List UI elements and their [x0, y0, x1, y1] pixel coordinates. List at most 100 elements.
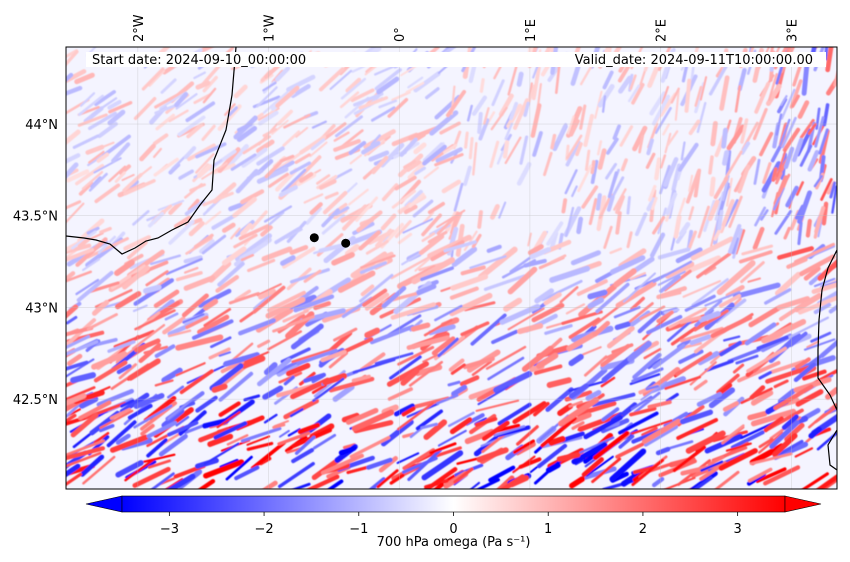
field-streak [409, 396, 450, 410]
field-streak [327, 479, 344, 489]
field-streak [109, 434, 149, 453]
field-streak [774, 271, 802, 297]
field-streak [825, 47, 834, 73]
field-streak [575, 401, 617, 417]
field-streak [629, 272, 647, 281]
field-streak [193, 71, 206, 80]
field-streak [386, 361, 429, 387]
field-streak [476, 447, 509, 463]
field-streak [77, 113, 108, 127]
field-streak [152, 133, 169, 146]
field-streak [198, 239, 215, 254]
field-streak [672, 445, 706, 472]
field-streak [167, 385, 185, 399]
field-streak [546, 377, 572, 388]
field-streak [275, 66, 291, 82]
field-streak [153, 289, 180, 309]
field-streak [263, 205, 293, 223]
field-streak [378, 99, 398, 109]
field-streak [605, 162, 617, 180]
field-streak [66, 358, 95, 378]
field-streak [754, 206, 767, 227]
annotation-strip [86, 52, 826, 67]
field-streak [491, 329, 519, 345]
field-streak [360, 254, 396, 269]
field-streak [629, 302, 654, 323]
field-streak [196, 163, 213, 179]
field-streak [389, 473, 405, 485]
colorbar-ticks: −3 −2 −1 0 1 2 3 [160, 512, 742, 537]
field-streak [127, 240, 148, 260]
field-streak [303, 372, 326, 383]
field-streak [202, 418, 230, 429]
field-streak [218, 351, 232, 357]
field-streak [331, 252, 355, 266]
field-streak [175, 271, 203, 282]
field-streak [507, 65, 518, 96]
field-streak [289, 245, 309, 255]
field-streak [250, 210, 268, 230]
field-streak [421, 450, 464, 481]
field-streak [659, 291, 682, 299]
field-streak [429, 442, 457, 455]
field-streak [568, 400, 583, 408]
field-streak [735, 354, 759, 365]
field-streak [647, 400, 672, 409]
field-streak [138, 342, 162, 364]
field-streak [763, 416, 784, 433]
field-streak [345, 407, 379, 425]
field-streak [497, 402, 532, 426]
field-streak [718, 293, 742, 308]
field-streak [356, 210, 383, 233]
field-streak [423, 166, 440, 180]
field-streak [795, 389, 824, 407]
field-streak [66, 304, 79, 319]
field-streak [87, 111, 118, 131]
field-streak [363, 129, 396, 150]
field-streak [652, 260, 693, 283]
field-streak [303, 193, 324, 204]
field-streak [696, 392, 723, 407]
field-streak [449, 417, 473, 435]
field-streak [402, 218, 434, 234]
field-streak [158, 433, 188, 457]
field-streak [167, 399, 192, 420]
field-streak [425, 87, 440, 100]
field-streak [727, 224, 742, 254]
field-streak [668, 440, 694, 450]
field-streak [108, 165, 127, 183]
field-streak [554, 61, 561, 94]
field-streak [618, 411, 659, 435]
longitude-tick-labels: 2°W 1°W 0° 1°E 2°E 3°E [132, 14, 800, 42]
field-streak [164, 312, 179, 321]
field-streak [247, 258, 276, 273]
field-streak [704, 359, 734, 372]
field-streak [774, 439, 804, 458]
field-streak [708, 155, 714, 175]
colorbar-tick-label: 2 [639, 522, 647, 537]
field-streak [66, 153, 81, 164]
field-streak [99, 226, 112, 234]
field-streak [133, 404, 173, 429]
field-streak [217, 261, 245, 287]
field-streak [631, 367, 664, 383]
field-streak [374, 352, 414, 365]
field-streak [646, 314, 683, 335]
field-streak [398, 202, 412, 215]
field-streak [125, 179, 139, 192]
colorbar-tick-label: −1 [349, 522, 368, 537]
field-streak [763, 465, 801, 486]
field-streak [202, 191, 234, 207]
field-streak [313, 301, 332, 311]
valid-date-label: Valid_date: 2024-09-11T10:00:00.00 [575, 53, 813, 68]
field-streak [279, 154, 295, 163]
field-streak [154, 344, 176, 358]
field-streak [647, 358, 663, 370]
field-streak [339, 91, 360, 109]
field-streak [66, 85, 83, 96]
field-streak [498, 201, 507, 219]
field-streak [107, 340, 136, 353]
field-streak [71, 230, 97, 250]
field-streak [472, 141, 478, 176]
field-streak [353, 420, 394, 434]
